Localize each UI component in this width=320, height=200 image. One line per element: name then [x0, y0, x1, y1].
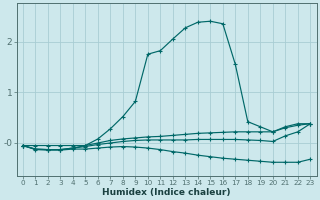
X-axis label: Humidex (Indice chaleur): Humidex (Indice chaleur) [102, 188, 231, 197]
